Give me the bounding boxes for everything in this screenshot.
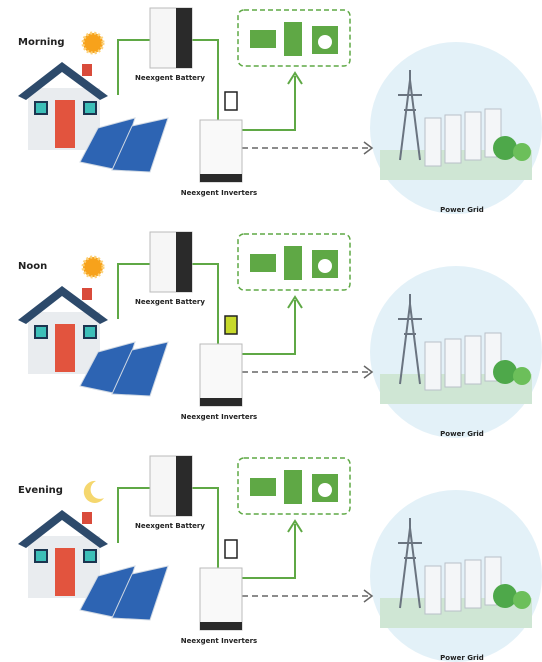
inverter-base — [200, 174, 242, 182]
charge-icon — [225, 92, 237, 110]
chimney — [82, 288, 92, 300]
sun — [83, 33, 103, 53]
washer-door — [318, 483, 332, 497]
battery-label: Neexgent Battery — [135, 298, 205, 306]
microwave — [250, 30, 276, 48]
wire — [118, 264, 295, 354]
battery-label: Neexgent Battery — [135, 522, 205, 530]
tree — [493, 584, 517, 608]
chimney — [82, 64, 92, 76]
window — [84, 326, 96, 338]
time-label: Noon — [18, 261, 47, 272]
panel: Power Grid Noon Neexgent Battery Neexgent I… — [18, 232, 542, 438]
battery-side — [176, 232, 192, 292]
fridge — [284, 22, 302, 56]
diagram: Power Grid Morning Neexgent Battery Neexgen… — [0, 0, 542, 662]
substation — [425, 118, 441, 166]
wire — [118, 40, 295, 130]
time-label: Morning — [18, 37, 65, 48]
tree — [493, 136, 517, 160]
inverter-base — [200, 622, 242, 630]
substation — [465, 560, 481, 608]
window — [35, 102, 47, 114]
washer-door — [318, 35, 332, 49]
inverter-unit — [200, 568, 242, 630]
inverter-label: Neexgent Inverters — [181, 189, 257, 197]
tree — [493, 360, 517, 384]
charge-icon — [225, 540, 237, 558]
substation — [445, 115, 461, 163]
grid-label: Power Grid — [440, 206, 484, 214]
substation — [425, 342, 441, 390]
inverter-unit — [200, 120, 242, 182]
window — [35, 326, 47, 338]
window — [84, 102, 96, 114]
inverter-label: Neexgent Inverters — [181, 637, 257, 645]
tree — [513, 143, 531, 161]
tree — [513, 591, 531, 609]
washer-door — [318, 259, 332, 273]
substation — [465, 336, 481, 384]
moon — [84, 481, 104, 503]
battery-side — [176, 456, 192, 516]
grid-label: Power Grid — [440, 430, 484, 438]
time-label: Evening — [18, 485, 63, 496]
inverter-unit — [200, 344, 242, 406]
wire — [118, 488, 295, 578]
charge-icon — [225, 316, 237, 334]
battery-label: Neexgent Battery — [135, 74, 205, 82]
panel: Power Grid Morning Neexgent Battery Neexgen… — [18, 8, 542, 214]
tree — [513, 367, 531, 385]
door — [55, 100, 75, 148]
door — [55, 548, 75, 596]
sun — [83, 257, 103, 277]
substation — [425, 566, 441, 614]
microwave — [250, 478, 276, 496]
substation — [445, 563, 461, 611]
panel: Power Grid Evening Neexgent Battery Neexgen… — [18, 456, 542, 662]
chimney — [82, 512, 92, 524]
substation — [465, 112, 481, 160]
inverter-base — [200, 398, 242, 406]
grid-label: Power Grid — [440, 654, 484, 662]
window — [35, 550, 47, 562]
inverter-label: Neexgent Inverters — [181, 413, 257, 421]
battery-side — [176, 8, 192, 68]
door — [55, 324, 75, 372]
microwave — [250, 254, 276, 272]
window — [84, 550, 96, 562]
substation — [445, 339, 461, 387]
fridge — [284, 470, 302, 504]
fridge — [284, 246, 302, 280]
